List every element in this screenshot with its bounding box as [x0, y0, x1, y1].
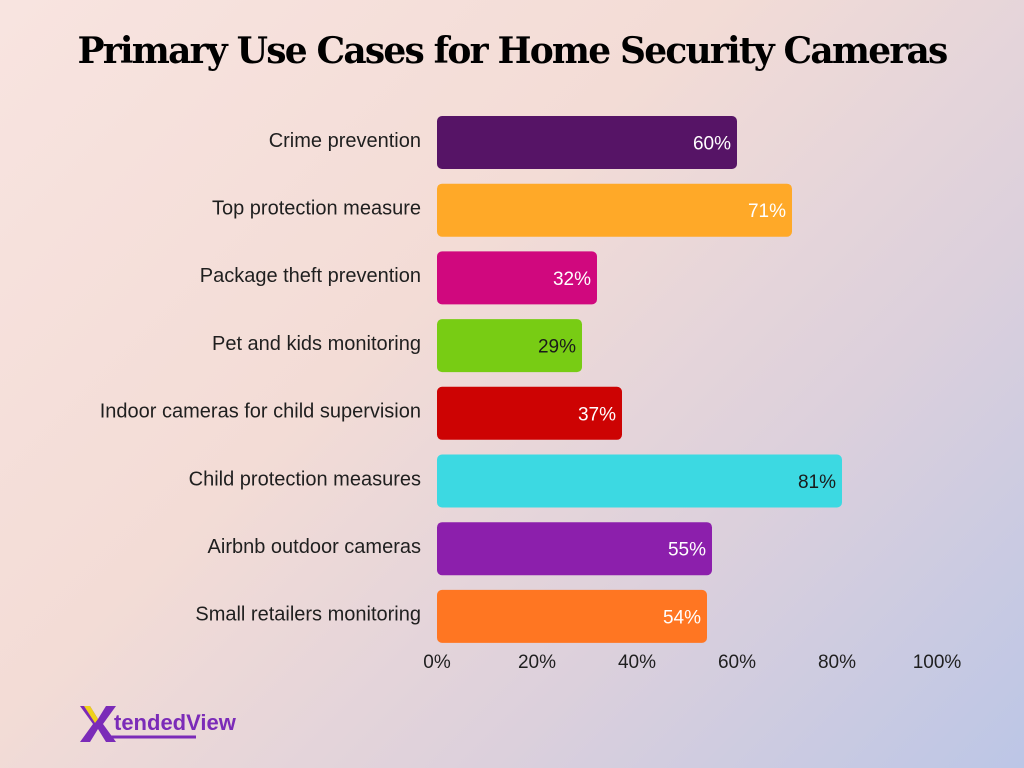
- x-axis-ticks: 0% 20% 40% 60% 80% 100%: [423, 652, 961, 673]
- bar-5: [437, 454, 842, 508]
- bar-7: [437, 589, 707, 643]
- value-label-1: 71%: [748, 201, 786, 222]
- x-tick-5: 100%: [913, 652, 962, 673]
- bar-chart: Crime prevention 60% Top protection measur…: [100, 116, 961, 673]
- category-label-0: Crime prevention: [269, 130, 421, 152]
- bar-0: [437, 116, 737, 169]
- category-label-1: Top protection measure: [212, 197, 421, 219]
- value-label-3: 29%: [538, 337, 576, 358]
- value-label-0: 60%: [693, 134, 731, 155]
- xtendedview-logo: tendedView: [80, 706, 237, 742]
- x-tick-0: 0%: [423, 652, 451, 673]
- category-label-4: Indoor cameras for child supervision: [100, 401, 421, 423]
- bar-6: [437, 522, 712, 576]
- chart-title: Primary Use Cases for Home Security Came…: [77, 30, 948, 72]
- bar-1: [437, 183, 792, 237]
- value-label-4: 37%: [578, 404, 616, 425]
- bars-group: Crime prevention 60% Top protection measur…: [100, 116, 842, 643]
- x-tick-2: 40%: [618, 652, 656, 673]
- value-label-2: 32%: [553, 269, 591, 290]
- category-label-5: Child protection measures: [189, 468, 421, 490]
- x-tick-1: 20%: [518, 652, 556, 673]
- bar-4: [437, 386, 622, 440]
- category-label-2: Package theft prevention: [200, 265, 421, 287]
- category-label-7: Small retailers monitoring: [195, 604, 421, 626]
- category-label-6: Airbnb outdoor cameras: [208, 536, 421, 558]
- value-label-6: 55%: [668, 540, 706, 561]
- value-label-7: 54%: [663, 607, 701, 628]
- category-label-3: Pet and kids monitoring: [212, 333, 421, 355]
- logo-x-mark-icon: [80, 706, 116, 742]
- x-tick-3: 60%: [718, 652, 756, 673]
- x-tick-4: 80%: [818, 652, 856, 673]
- logo-text: tendedView: [114, 710, 237, 735]
- bar-2: [437, 251, 597, 305]
- value-label-5: 81%: [798, 472, 836, 493]
- bar-3: [437, 319, 582, 373]
